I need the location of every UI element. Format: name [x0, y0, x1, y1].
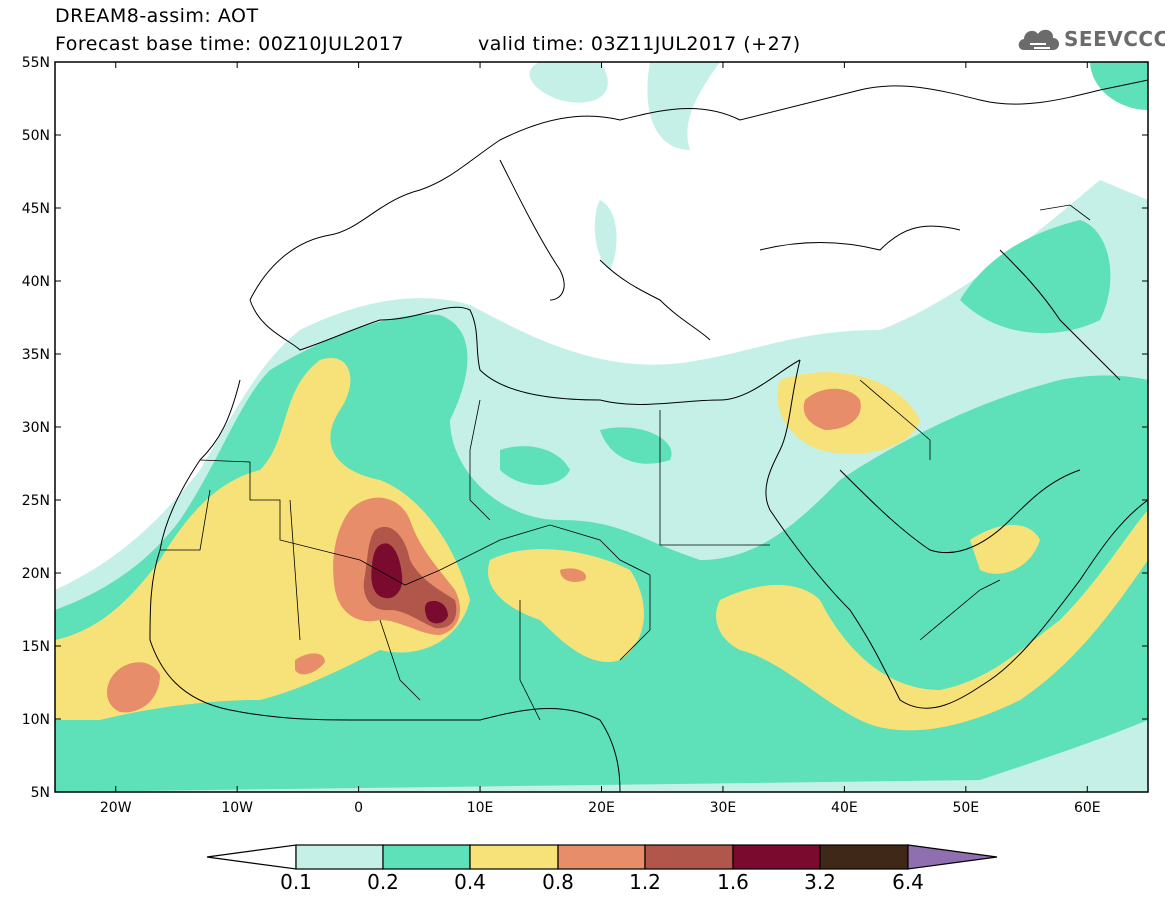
lat-tick-label: 45N	[22, 201, 50, 217]
valid-time: valid time: 03Z11JUL2017 (+27)	[478, 33, 801, 55]
country-borders	[160, 204, 1091, 721]
lon-tick-label: 20E	[588, 800, 615, 816]
aot-band-1.6	[371, 543, 448, 624]
colorbar-above-triangle	[907, 844, 998, 870]
colorbar	[206, 844, 998, 870]
lon-tick-label: 40E	[831, 800, 858, 816]
colorbar-label-1.6: 1.6	[717, 870, 749, 894]
colorbar-box-7	[819, 844, 909, 870]
colorbar-label-3.2: 3.2	[804, 870, 836, 894]
lat-tick-label: 35N	[22, 347, 50, 363]
colorbar-label-0.1: 0.1	[280, 870, 312, 894]
lon-tick-label: 10W	[221, 800, 253, 816]
colorbar-label-6.4: 6.4	[892, 870, 924, 894]
lat-tick-label: 15N	[22, 639, 50, 655]
colorbar-label-0.2: 0.2	[367, 870, 399, 894]
lon-tick-label: 20W	[100, 800, 132, 816]
colorbar-box-5	[644, 844, 734, 870]
lon-tick-label: 10E	[467, 800, 494, 816]
lat-tick-label: 30N	[22, 420, 50, 436]
lat-tick-label: 25N	[22, 493, 50, 509]
aot-band-0.4	[55, 358, 1148, 731]
logo-text: SEEVCCC	[1064, 27, 1165, 51]
colorbar-below-triangle	[206, 844, 297, 870]
longitude-axis: 20W 10W 0 10E 20E 30E 40E 50E 60E	[100, 62, 1101, 816]
lon-tick-label: 50E	[952, 800, 979, 816]
colorbar-box-6	[732, 844, 821, 870]
forecast-base-time: Forecast base time: 00Z10JUL2017	[55, 33, 404, 55]
lon-tick-label: 60E	[1074, 800, 1101, 816]
lat-tick-label: 55N	[22, 55, 50, 71]
lat-tick-label: 50N	[22, 128, 50, 144]
lat-tick-label: 40N	[22, 274, 50, 290]
lon-tick-label: 0	[354, 800, 363, 816]
coastlines	[149, 79, 1148, 792]
cloud-logo-icon	[1018, 29, 1059, 50]
product-title: DREAM8-assim: AOT	[55, 5, 259, 27]
lon-tick-label: 30E	[710, 800, 737, 816]
colorbar-label-0.8: 0.8	[542, 870, 574, 894]
lat-tick-label: 20N	[22, 566, 50, 582]
colorbar-box-3	[469, 844, 559, 870]
colorbar-box-2	[382, 844, 471, 870]
colorbar-box-4	[557, 844, 646, 870]
colorbar-box-1	[295, 844, 384, 870]
colorbar-label-1.2: 1.2	[629, 870, 661, 894]
lat-tick-label: 10N	[22, 712, 50, 728]
seevccc-logo: SEEVCCC	[1016, 22, 1165, 56]
latitude-axis: 55N 50N 45N 40N 35N 30N 25N 20N 15N 10N 5N	[22, 55, 1148, 801]
lat-tick-label: 5N	[31, 785, 50, 801]
aot-shading	[55, 62, 1148, 792]
colorbar-label-0.4: 0.4	[454, 870, 486, 894]
